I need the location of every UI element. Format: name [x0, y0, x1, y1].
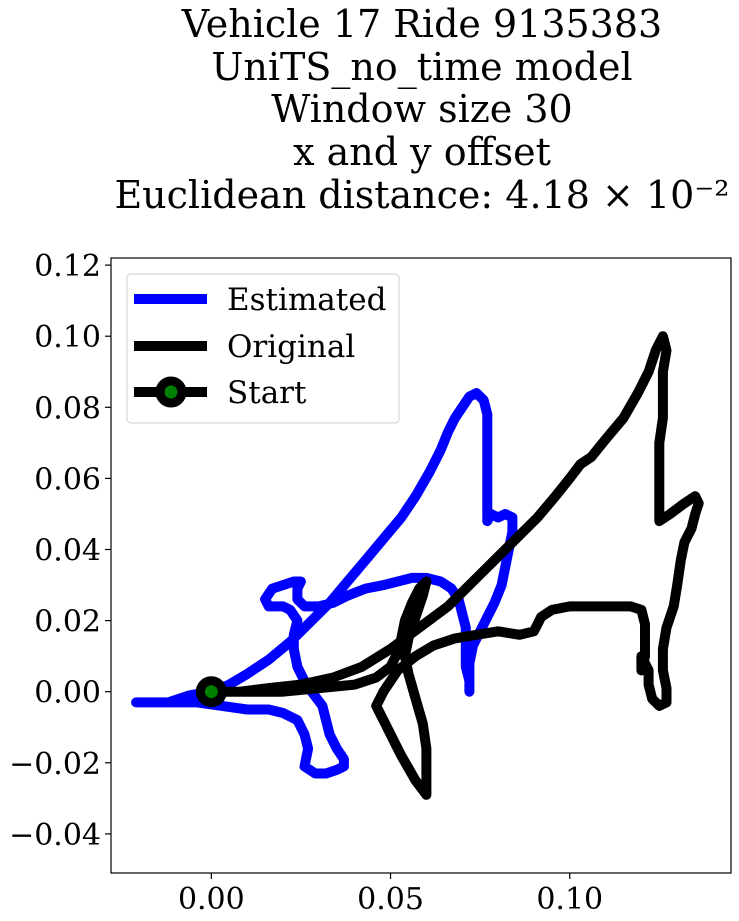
- title-line-1: Vehicle 17 Ride 9135383: [181, 2, 662, 46]
- title-line-4: x and y offset: [293, 130, 551, 174]
- y-tick-label: 0.08: [34, 391, 101, 426]
- axes: 0.00 0.05 0.10 −0.04 −0.02 0.00 0.02 0.04 0.06 0.…: [9, 249, 732, 917]
- series-line-original: [206, 331, 704, 800]
- chart-title: Vehicle 17 Ride 9135383 UniTS_no_time mo…: [114, 2, 729, 217]
- y-tick-label: 0.10: [34, 320, 101, 355]
- title-line-3: Window size 30: [271, 87, 572, 131]
- x-tick-label: 0.00: [178, 882, 245, 917]
- y-tick-label: 0.06: [34, 462, 101, 497]
- legend-label-start: Start: [227, 375, 307, 411]
- y-tick-label: 0.02: [34, 605, 101, 640]
- plot-frame: [110, 257, 732, 874]
- y-tick-label: 0.12: [34, 249, 101, 284]
- series-layer: [131, 331, 704, 800]
- y-tick-label: 0.04: [34, 534, 101, 569]
- legend-label-estimated: Estimated: [227, 282, 386, 318]
- x-tick-label: 0.05: [357, 882, 424, 917]
- y-tick-label: 0.00: [34, 676, 101, 711]
- series-line-estimated: [131, 388, 518, 779]
- y-tick-label: −0.04: [9, 818, 101, 853]
- start-layer: [195, 676, 227, 708]
- title-line-2: UniTS_no_time model: [211, 45, 632, 90]
- x-tick-label: 0.10: [536, 882, 603, 917]
- legend-frame: [126, 273, 400, 424]
- title-line-5: Euclidean distance: 4.18 × 10⁻²: [114, 173, 729, 217]
- start-marker: [195, 676, 227, 708]
- legend-marker-start: [155, 376, 187, 408]
- y-tick-label: −0.02: [9, 747, 101, 782]
- legend-label-original: Original: [227, 329, 355, 365]
- legend: Estimated Original Start: [126, 273, 400, 424]
